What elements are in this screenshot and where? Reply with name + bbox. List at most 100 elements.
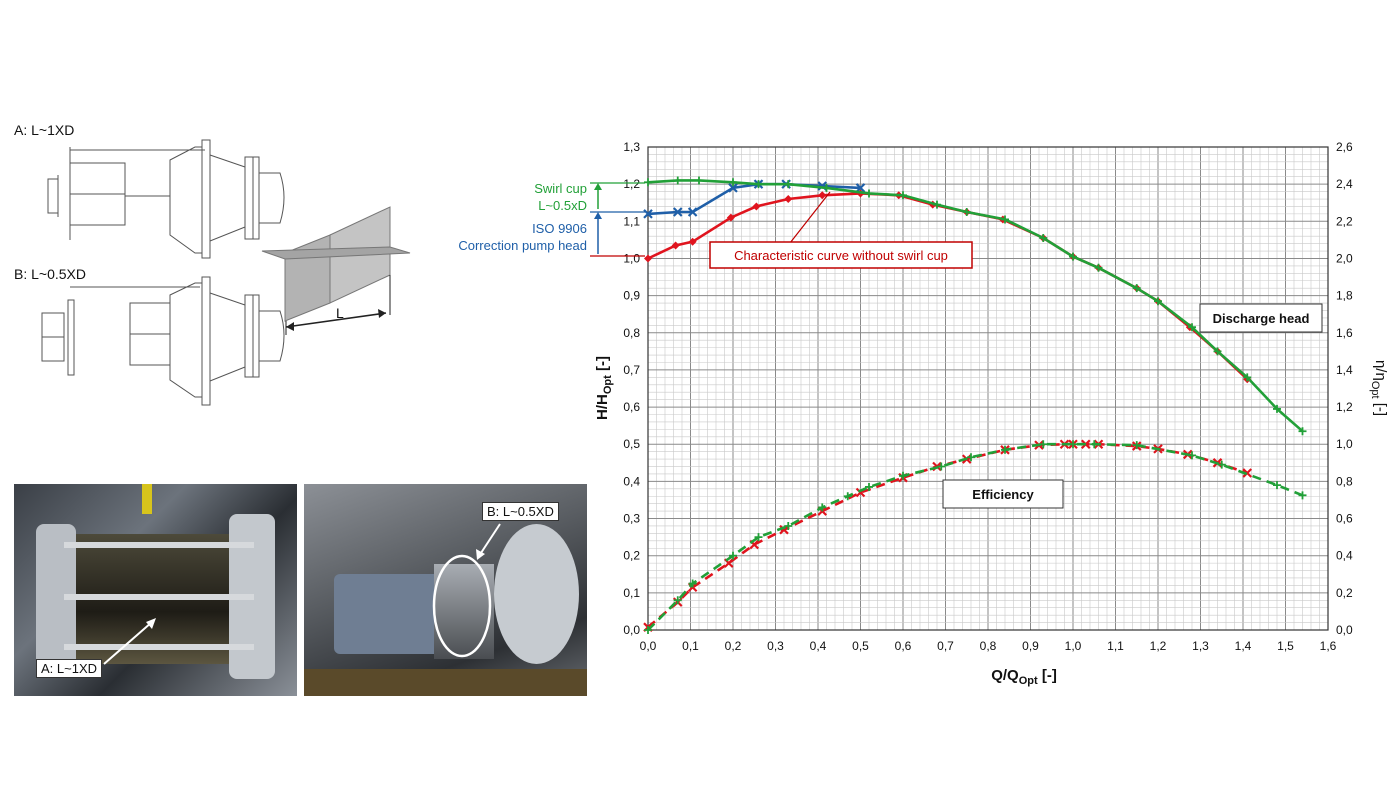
y-tick-label: 1,1 bbox=[623, 214, 640, 228]
data-point-eff_swirl bbox=[754, 533, 763, 542]
x-tick-label: 1,3 bbox=[1192, 639, 1209, 653]
photo-right-overlay bbox=[432, 523, 501, 658]
drawing-a-label: A: L~1XD bbox=[14, 122, 75, 138]
without-swirl-label: Characteristic curve without swirl cup bbox=[734, 248, 948, 263]
y2-tick-label: 2,0 bbox=[1336, 251, 1353, 265]
data-point-head_swirl bbox=[865, 189, 873, 198]
data-point-eff_no_swirl bbox=[1242, 468, 1253, 478]
x-tick-label: 0,8 bbox=[980, 639, 997, 653]
iso-label-2: Correction pump head bbox=[458, 238, 587, 253]
data-point-head_swirl bbox=[1154, 297, 1162, 306]
drawing-a bbox=[47, 139, 285, 259]
y-tick-label: 0,1 bbox=[623, 586, 640, 600]
data-point-head_iso bbox=[643, 209, 653, 219]
data-point-eff_swirl bbox=[818, 503, 827, 512]
data-point-eff_swirl bbox=[1273, 481, 1281, 490]
technical-drawings bbox=[41, 139, 411, 406]
y-tick-label: 1,2 bbox=[623, 177, 640, 191]
data-point-eff_no_swirl bbox=[779, 524, 789, 535]
data-point-head_iso bbox=[687, 207, 698, 217]
discharge-head-box bbox=[1199, 303, 1323, 333]
data-point-head_swirl bbox=[784, 180, 793, 189]
y-tick-label: 0,2 bbox=[623, 549, 640, 563]
without-swirl-box bbox=[709, 241, 973, 269]
data-point-head_swirl bbox=[1188, 323, 1196, 332]
y2-axis-title: η/ηOpt [-] bbox=[1369, 360, 1389, 416]
data-point-head_swirl bbox=[1001, 215, 1009, 224]
y-axis-title: H/HOpt [-] bbox=[594, 356, 614, 420]
data-point-head_swirl bbox=[1213, 347, 1222, 356]
x-tick-label: 1,5 bbox=[1277, 639, 1294, 653]
data-point-head_swirl bbox=[933, 200, 941, 209]
y2-tick-label: 1,2 bbox=[1336, 400, 1353, 414]
plot-frame bbox=[647, 146, 1329, 631]
data-point-head_no_swirl bbox=[726, 213, 735, 222]
data-point-head_swirl bbox=[1273, 404, 1281, 413]
data-point-eff_swirl bbox=[937, 462, 946, 471]
chart-annotation-labels: Swirl cup L~0.5xD ISO 9906 Correction pu… bbox=[458, 181, 1309, 502]
data-point-head_iso bbox=[728, 183, 738, 193]
data-point-head_no_swirl bbox=[671, 241, 680, 250]
data-point-head_iso bbox=[672, 207, 683, 217]
data-point-eff_swirl bbox=[865, 482, 873, 491]
y2-tick-label: 1,0 bbox=[1336, 437, 1353, 451]
data-point-head_swirl bbox=[754, 180, 763, 189]
x-tick-label: 0,1 bbox=[682, 639, 699, 653]
series-line-eff_swirl bbox=[647, 442, 1303, 631]
efficiency-box bbox=[942, 479, 1064, 509]
data-point-head_swirl bbox=[729, 178, 737, 187]
data-point-eff_swirl bbox=[1039, 440, 1048, 449]
x-tick-label: 1,6 bbox=[1320, 639, 1337, 653]
ground bbox=[304, 669, 587, 696]
tie-rod bbox=[64, 644, 254, 650]
data-point-head_swirl bbox=[644, 178, 652, 187]
data-point-head_no_swirl bbox=[644, 254, 652, 263]
tie-rod bbox=[64, 594, 254, 600]
y-tick-label: 0,9 bbox=[623, 289, 640, 303]
data-point-head_swirl bbox=[1069, 252, 1077, 261]
swirl-cup-label-1: Swirl cup bbox=[534, 181, 587, 196]
data-point-eff_swirl bbox=[843, 492, 852, 501]
data-point-head_no_swirl bbox=[818, 191, 827, 200]
data-point-eff_swirl bbox=[1001, 445, 1009, 454]
series-line-head_swirl bbox=[647, 179, 1304, 433]
chart-axes: 0,0 0,1 0,2 0,3 0,4 0,5 0,6 0,7 0,8 0,9 1,0 1,1 1,2 1… bbox=[623, 140, 1353, 653]
data-point-head_swirl bbox=[673, 176, 682, 185]
tie-rod bbox=[64, 542, 254, 548]
discharge-head-label: Discharge head bbox=[1213, 311, 1310, 326]
y-tick-label: 0,0 bbox=[623, 623, 640, 637]
data-point-eff_swirl bbox=[967, 453, 975, 462]
y2-tick-label: 2,4 bbox=[1336, 177, 1353, 191]
data-point-head_swirl bbox=[1298, 427, 1307, 436]
data-point-eff_swirl bbox=[1217, 460, 1226, 469]
drawing-b bbox=[41, 276, 285, 406]
photo-left-arrow bbox=[103, 618, 156, 665]
data-point-head_swirl bbox=[962, 208, 971, 217]
y-tick-label: 1,3 bbox=[623, 140, 640, 154]
y2-tick-label: 2,2 bbox=[1336, 214, 1353, 228]
flange-right bbox=[494, 524, 579, 664]
y2-tick-label: 0,6 bbox=[1336, 512, 1353, 526]
y-tick-label: 0,5 bbox=[623, 437, 640, 451]
drawing-b-label: B: L~0.5XD bbox=[14, 266, 86, 282]
y-tick-label: 0,8 bbox=[623, 326, 640, 340]
chart-series bbox=[643, 176, 1307, 634]
iso-arrow-head bbox=[594, 212, 602, 219]
y2-tick-label: 0,8 bbox=[1336, 474, 1353, 488]
data-point-head_iso bbox=[855, 183, 866, 193]
swirl-arrow-head bbox=[594, 183, 602, 190]
photo-left-tag: A: L~1XD bbox=[36, 659, 103, 678]
data-point-eff_swirl bbox=[688, 579, 697, 588]
iso-label-1: ISO 9906 bbox=[532, 221, 587, 236]
yellow-pipe bbox=[142, 484, 152, 514]
without-swirl-pointer bbox=[789, 191, 831, 244]
swirl-cup-3d-sketch bbox=[261, 206, 411, 335]
data-point-eff_swirl bbox=[784, 521, 793, 530]
x-tick-label: 0,6 bbox=[895, 639, 912, 653]
data-point-head_swirl bbox=[1132, 284, 1141, 293]
x-tick-label: 1,2 bbox=[1150, 639, 1167, 653]
x-tick-label: 0,0 bbox=[640, 639, 657, 653]
y2-tick-label: 1,6 bbox=[1336, 326, 1353, 340]
data-point-eff_swirl bbox=[644, 626, 652, 634]
